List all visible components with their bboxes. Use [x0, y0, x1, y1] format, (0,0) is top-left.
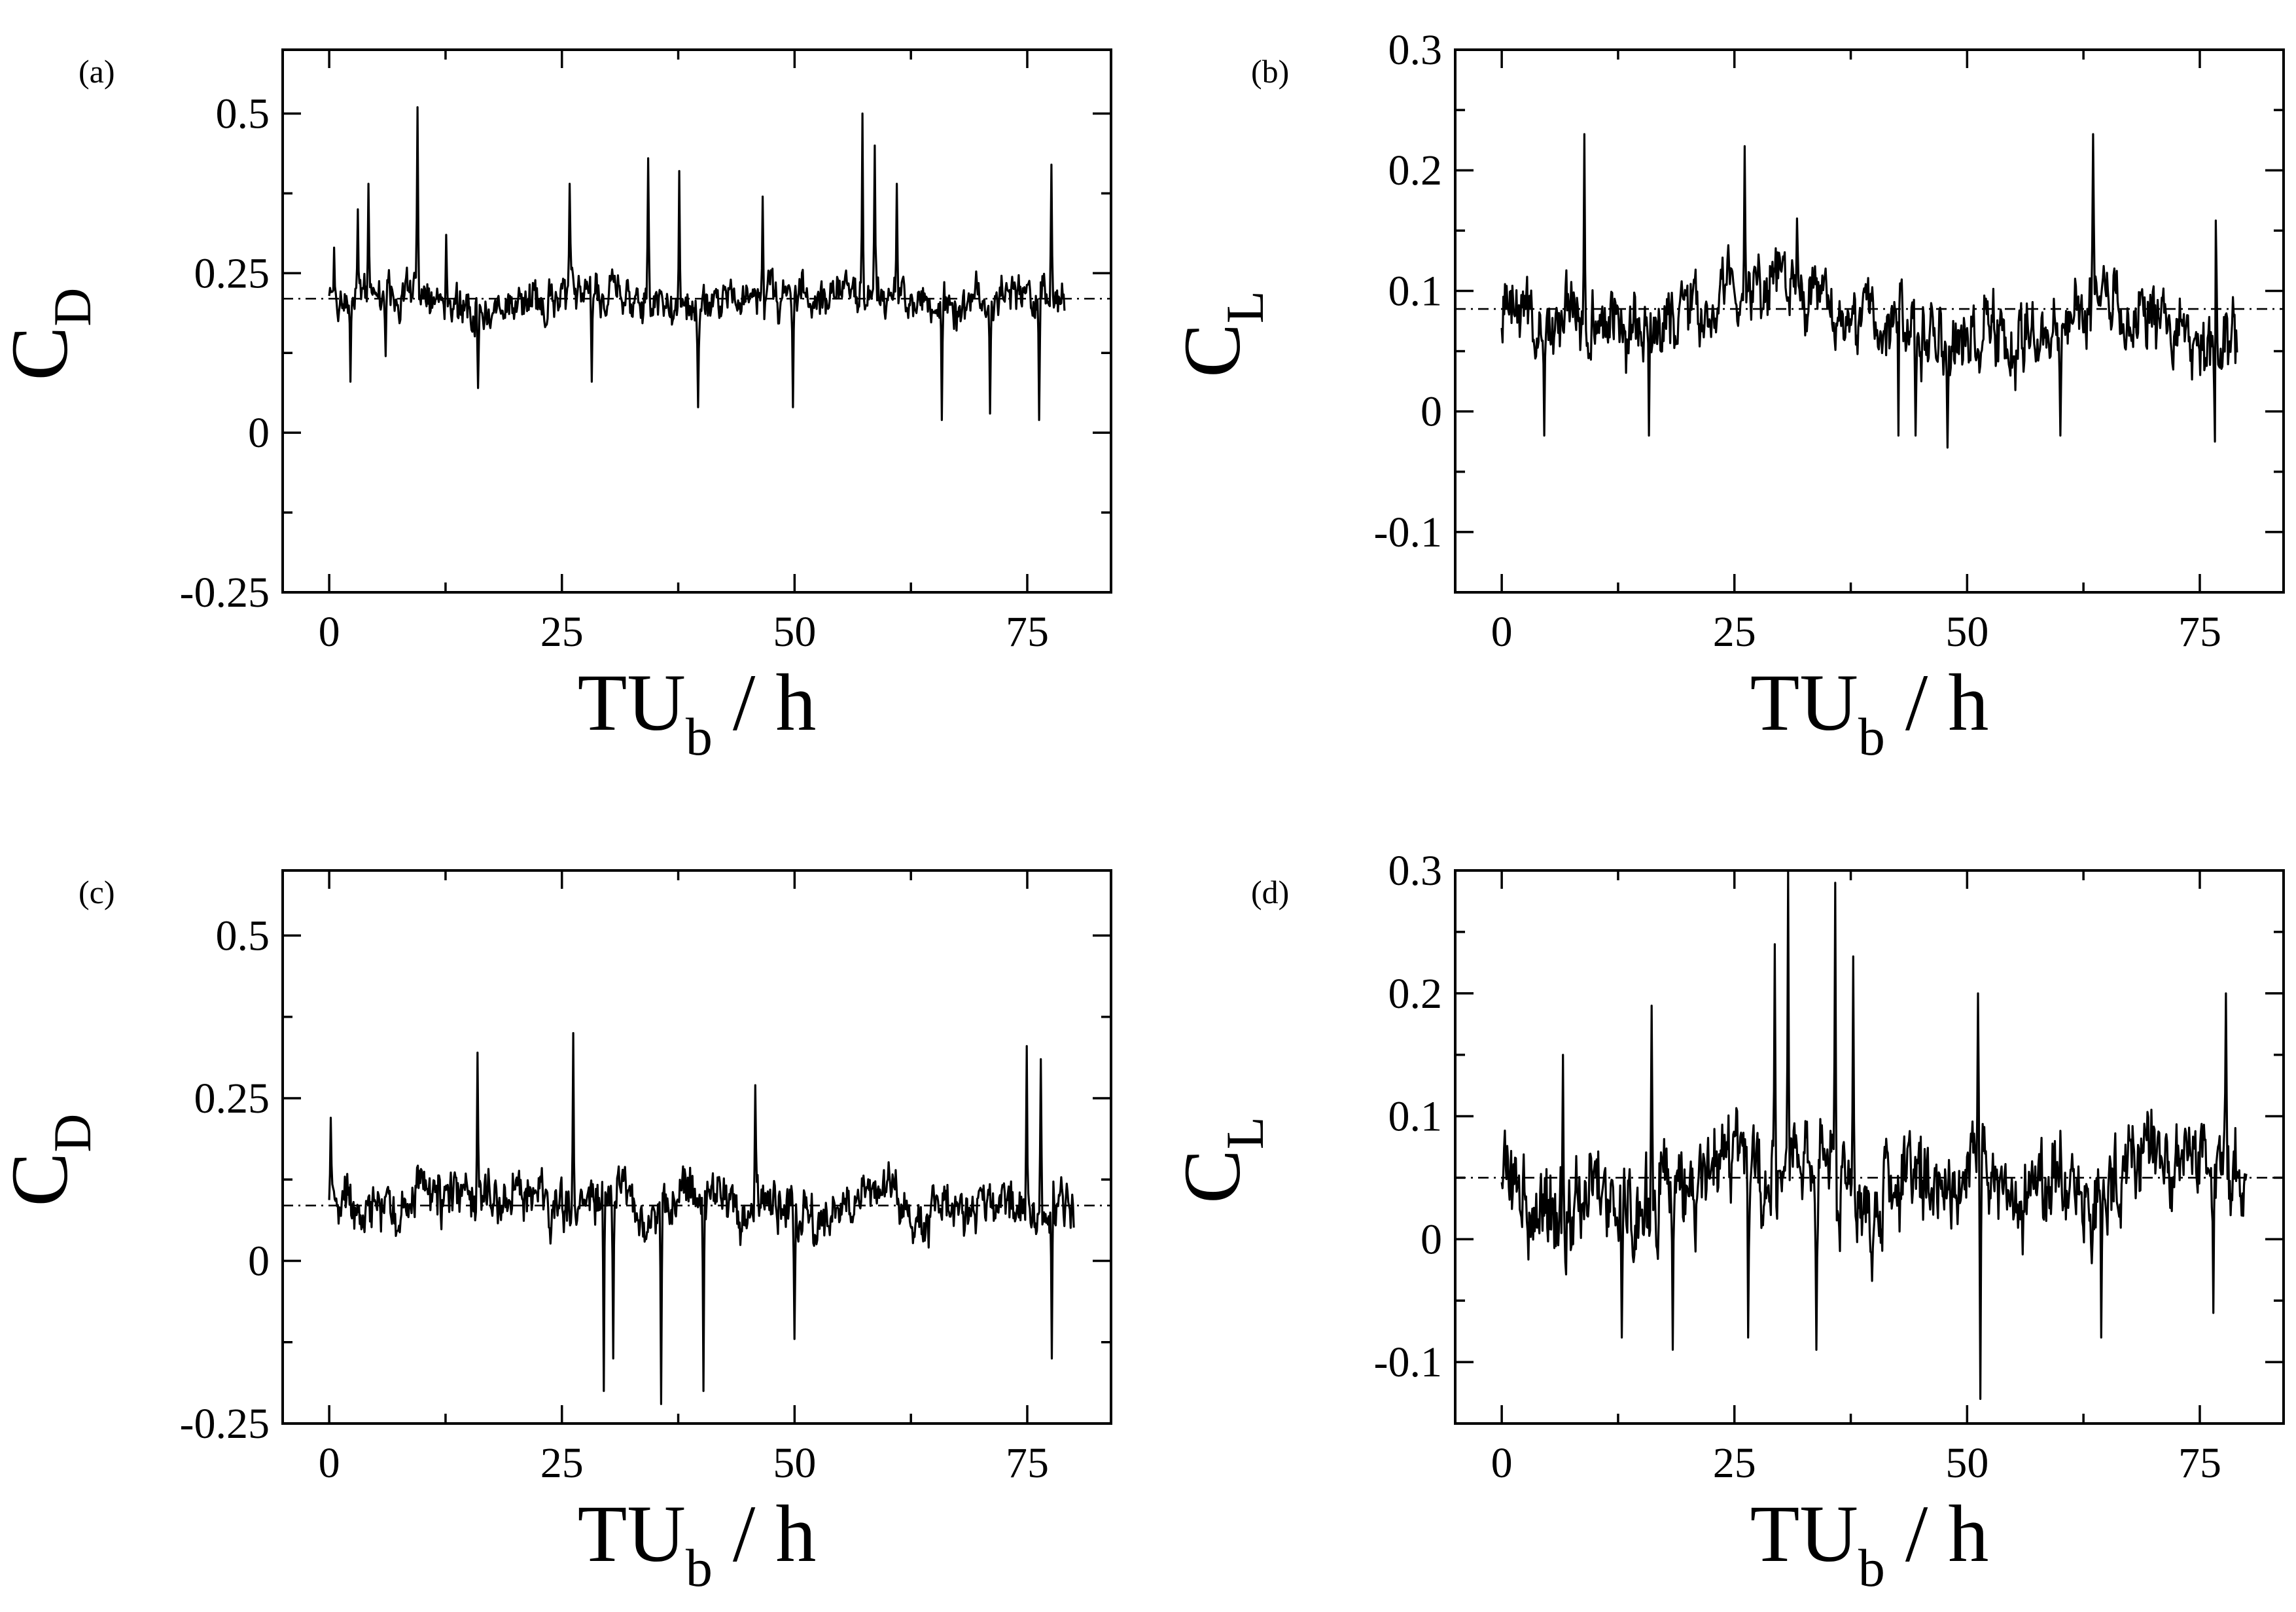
y-axis-label-main: C [1167, 323, 1257, 378]
x-axis-label-tail: / h [713, 1489, 816, 1579]
y-tick-label: 0.25 [194, 249, 270, 297]
x-tick-label: 0 [319, 608, 340, 656]
x-axis-label-tail: / h [713, 658, 816, 747]
chart-panel-2: 0 25 50 75 -0.25 0 0.25 0.5 TUb / h CD (c) [0, 869, 1112, 1598]
plot-frame [281, 869, 1112, 1425]
x-tick-label: 75 [2178, 1439, 2221, 1487]
x-tick-label: 0 [1491, 608, 1513, 656]
x-tick-label: 25 [540, 608, 584, 656]
x-axis-label: TUb / h [578, 1489, 817, 1598]
panel-label: (a) [79, 53, 115, 90]
chart-panel-0: 0 25 50 75 -0.25 0 0.25 0.5 TUb / h CD (a) [0, 48, 1112, 766]
y-tick-label: 0.5 [216, 90, 270, 138]
y-tick-label: 0.2 [1388, 147, 1443, 194]
panel-label: (b) [1251, 53, 1289, 90]
x-axis-label-sub: b [686, 707, 713, 766]
x-tick-label: 25 [1713, 1439, 1756, 1487]
y-tick-label: 0.2 [1388, 970, 1443, 1018]
x-axis-label: TUb / h [578, 658, 817, 766]
chart-panel-1: 0 25 50 75 -0.1 0 0.1 0.2 0.3 TUb / h CL (b) [1167, 26, 2285, 766]
y-tick-label: 0 [248, 1237, 270, 1285]
y-axis-label-main: C [0, 1153, 84, 1207]
y-tick-label: 0.5 [216, 912, 270, 959]
x-tick-label: 50 [1945, 608, 1988, 656]
y-tick-label: 0.1 [1388, 267, 1443, 315]
x-axis-label: TUb / h [1750, 658, 1989, 766]
y-tick-label: -0.25 [180, 1400, 270, 1448]
x-axis-label-main: TU [578, 658, 686, 747]
y-tick-label: -0.25 [180, 569, 270, 617]
x-axis-label-sub: b [1858, 1538, 1885, 1598]
x-axis-label-main: TU [1750, 658, 1858, 747]
x-axis-label-tail: / h [1885, 658, 1988, 747]
x-tick-label: 0 [319, 1439, 340, 1487]
y-axis-label-main: C [0, 327, 84, 381]
x-tick-label: 75 [1006, 1439, 1049, 1487]
x-axis-label-main: TU [1750, 1489, 1858, 1579]
chart-panel-3: 0 25 50 75 -0.1 0 0.1 0.2 0.3 TUb / h CL (d) [1167, 847, 2285, 1598]
y-axis-label-main: C [1167, 1149, 1257, 1204]
x-tick-label: 25 [540, 1439, 584, 1487]
series-line [328, 106, 1066, 421]
series-line [328, 1031, 1075, 1405]
x-axis-label: TUb / h [1750, 1489, 1989, 1598]
x-axis-label-tail: / h [1885, 1489, 1988, 1579]
x-tick-label: 50 [773, 608, 816, 656]
x-tick-label: 50 [1945, 1439, 1988, 1487]
y-axis-label: CD [0, 1114, 102, 1207]
y-tick-label: 0 [248, 409, 270, 457]
y-tick-label: 0.1 [1388, 1093, 1443, 1141]
plot-frame [1454, 869, 2285, 1425]
y-axis-label-sub: D [43, 1114, 102, 1153]
panel-label: (c) [79, 874, 115, 910]
y-tick-label: 0.25 [194, 1075, 270, 1122]
x-axis-label-main: TU [578, 1489, 686, 1579]
y-axis-label: CL [1167, 1117, 1275, 1204]
series-line [1500, 133, 2238, 449]
y-tick-label: -0.1 [1374, 509, 1442, 556]
x-tick-label: 50 [773, 1439, 816, 1487]
y-tick-label: 0 [1421, 388, 1442, 436]
x-tick-label: 0 [1491, 1439, 1513, 1487]
series-line [1500, 870, 2248, 1400]
x-axis-label-sub: b [1858, 707, 1885, 766]
y-tick-label: 0 [1421, 1215, 1442, 1263]
x-tick-label: 25 [1713, 608, 1756, 656]
y-axis-label: CL [1167, 291, 1275, 378]
y-tick-label: 0.3 [1388, 847, 1443, 895]
plot-frame [1454, 48, 2285, 594]
y-axis-label-sub: L [1215, 1117, 1275, 1149]
x-tick-label: 75 [1006, 608, 1049, 656]
x-tick-label: 75 [2178, 608, 2221, 656]
y-axis-label-sub: L [1215, 291, 1275, 323]
plot-frame [281, 48, 1112, 594]
y-tick-label: -0.1 [1374, 1338, 1442, 1386]
x-axis-label-sub: b [686, 1538, 713, 1598]
y-axis-label: CD [0, 288, 102, 381]
y-axis-label-sub: D [43, 288, 102, 327]
panel-label: (d) [1251, 874, 1289, 910]
y-tick-label: 0.3 [1388, 26, 1443, 74]
